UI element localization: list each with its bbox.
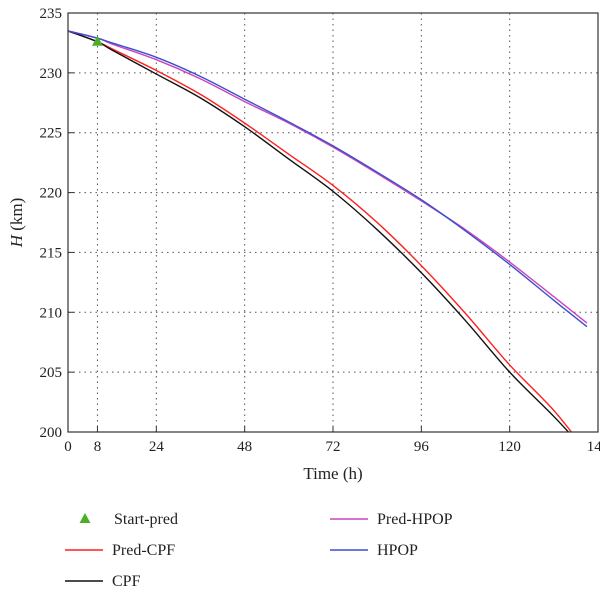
legend-label-pred-hpop: Pred-HPOP [377, 511, 453, 528]
series-line-pred-cpf [68, 31, 587, 452]
series-line-pred-hpop [68, 31, 587, 323]
y-tick-label: 205 [40, 365, 63, 381]
y-tick-label: 200 [40, 425, 63, 441]
x-tick-label: 24 [149, 439, 165, 455]
x-tick-label: 120 [498, 439, 521, 455]
y-axis-label-unit: (km) [7, 198, 26, 235]
x-tick-label: 48 [237, 439, 252, 455]
legend-label-cpf: CPF [112, 573, 141, 590]
legend-label-hpop: HPOP [377, 542, 418, 559]
series-layer [68, 31, 587, 452]
legend: Start-pred Pred-HPOP Pred-CPF HPOP CPF [65, 511, 453, 590]
x-tick-label: 8 [94, 439, 102, 455]
x-tick-label: 72 [326, 439, 341, 455]
x-tick-label: 96 [414, 439, 430, 455]
y-tick-label: 220 [40, 186, 63, 202]
legend-label-start-pred: Start-pred [114, 511, 178, 528]
y-tick-label: 215 [40, 245, 63, 261]
y-tick-label: 210 [40, 305, 63, 321]
y-tick-label: 235 [40, 6, 63, 22]
series-line-cpf [68, 31, 587, 452]
series-line-hpop [68, 31, 587, 327]
legend-label-pred-cpf: Pred-CPF [112, 542, 175, 559]
y-tick-label: 225 [40, 126, 63, 142]
y-tick-label: 230 [40, 66, 63, 82]
grid [68, 13, 598, 432]
legend-marker-start-pred [80, 513, 91, 523]
x-tick-label: 144 [587, 439, 600, 455]
y-axis-label: H (km) [7, 198, 26, 249]
x-tick-label: 0 [64, 439, 72, 455]
x-axis-label: Time (h) [303, 464, 362, 483]
